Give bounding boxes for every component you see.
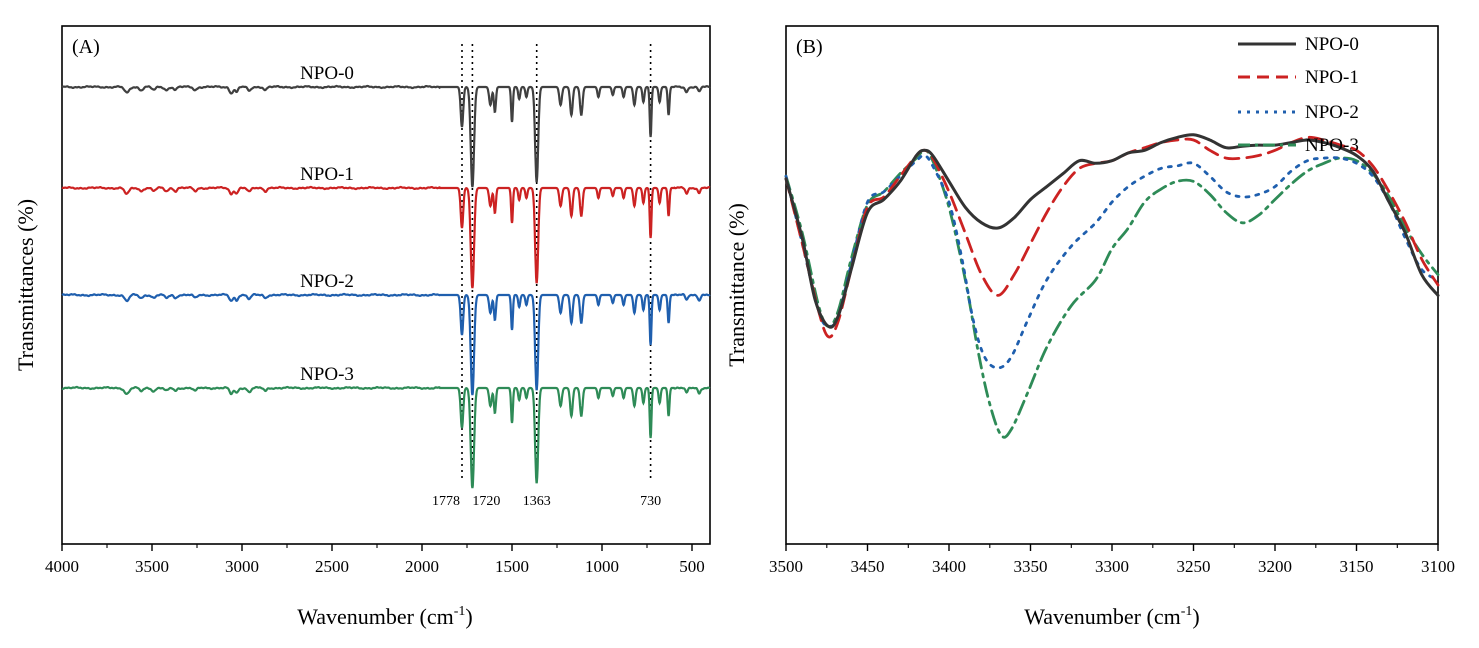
panel-b-label: (B) <box>796 36 823 58</box>
series-line-npo-1 <box>61 185 711 289</box>
panel-b-x-axis-label-close: ) <box>1192 604 1199 629</box>
panel-a-peak-labels: 1778 1720 1363 730 <box>432 494 661 509</box>
panel-b: (B) 3500 3450 3400 3350 3300 3250 3200 3150 3100… <box>724 25 1455 629</box>
legend-label-npo-0: NPO-0 <box>1305 34 1359 55</box>
panel-a-frame <box>61 25 711 545</box>
x-tick-label-b-3400: 3400 <box>932 557 966 576</box>
panel-a: (A) NPO-0 NPO-1 NPO-2 NPO-3 1778 1720 1363 730… <box>13 25 711 629</box>
panel-a-y-axis-label: Transmittances (%) <box>13 199 38 371</box>
x-tick-label-b-3350: 3350 <box>1014 557 1048 576</box>
x-tick-label-a-1000: 1000 <box>585 557 619 576</box>
peak-label-1720: 1720 <box>472 494 500 509</box>
series-line-b-npo-0 <box>784 133 1440 329</box>
panel-b-x-axis-label: Wavenumber (cm-1) <box>1024 604 1199 629</box>
series-label-npo-1: NPO-1 <box>300 164 354 185</box>
panel-a-x-axis-label-close: ) <box>465 604 472 629</box>
panel-b-x-axis-label-main: Wavenumber (cm <box>1024 604 1180 629</box>
x-tick-label-b-3200: 3200 <box>1258 557 1292 576</box>
panel-b-series <box>784 133 1440 439</box>
legend-label-npo-2: NPO-2 <box>1305 102 1359 123</box>
panel-a-x-axis-label-sup: -1 <box>454 604 466 619</box>
series-label-npo-3: NPO-3 <box>300 364 354 385</box>
panel-a-series <box>61 84 711 489</box>
peak-label-1778: 1778 <box>432 494 460 509</box>
series-line-b-npo-1 <box>784 135 1440 339</box>
series-line-npo-2 <box>61 292 711 396</box>
series-line-b-npo-2 <box>784 153 1440 370</box>
panel-a-x-axis-label: Wavenumber (cm-1) <box>297 604 472 629</box>
peak-label-730: 730 <box>640 494 661 509</box>
panel-b-y-axis-label: Transmittance (%) <box>724 203 749 367</box>
legend-label-npo-1: NPO-1 <box>1305 67 1359 88</box>
x-tick-label-a-2000: 2000 <box>405 557 439 576</box>
panel-b-x-ticks: 3500 3450 3400 3350 3300 3250 3200 3150 3100 <box>769 544 1455 576</box>
panel-a-series-labels: NPO-0 NPO-1 NPO-2 NPO-3 <box>300 63 354 385</box>
x-tick-label-b-3150: 3150 <box>1340 557 1374 576</box>
x-tick-label-a-4000: 4000 <box>45 557 79 576</box>
x-tick-label-b-3300: 3300 <box>1095 557 1129 576</box>
panel-a-x-ticks: 4000 3500 3000 2500 2000 1500 1000 500 <box>45 544 705 576</box>
x-tick-label-b-3450: 3450 <box>851 557 885 576</box>
panel-a-reference-lines <box>461 44 652 482</box>
panel-a-label: (A) <box>72 36 100 58</box>
x-tick-label-a-500: 500 <box>679 557 705 576</box>
series-line-npo-3 <box>61 385 711 489</box>
x-tick-label-a-3500: 3500 <box>135 557 169 576</box>
x-tick-label-b-3100: 3100 <box>1421 557 1455 576</box>
series-line-b-npo-3 <box>784 148 1440 439</box>
x-tick-label-b-3250: 3250 <box>1177 557 1211 576</box>
series-label-npo-0: NPO-0 <box>300 63 354 84</box>
panel-a-x-axis-label-main: Wavenumber (cm <box>297 604 453 629</box>
panel-b-x-axis-label-sup: -1 <box>1181 604 1193 619</box>
x-tick-label-a-1500: 1500 <box>495 557 529 576</box>
legend-label-npo-3: NPO-3 <box>1305 135 1359 156</box>
x-tick-label-a-2500: 2500 <box>315 557 349 576</box>
series-line-npo-0 <box>61 84 711 188</box>
x-tick-label-a-3000: 3000 <box>225 557 259 576</box>
peak-label-1363: 1363 <box>523 494 551 509</box>
series-label-npo-2: NPO-2 <box>300 271 354 292</box>
panel-b-legend: NPO-0 NPO-1 NPO-2 NPO-3 <box>1238 34 1359 156</box>
x-tick-label-b-3500: 3500 <box>769 557 803 576</box>
